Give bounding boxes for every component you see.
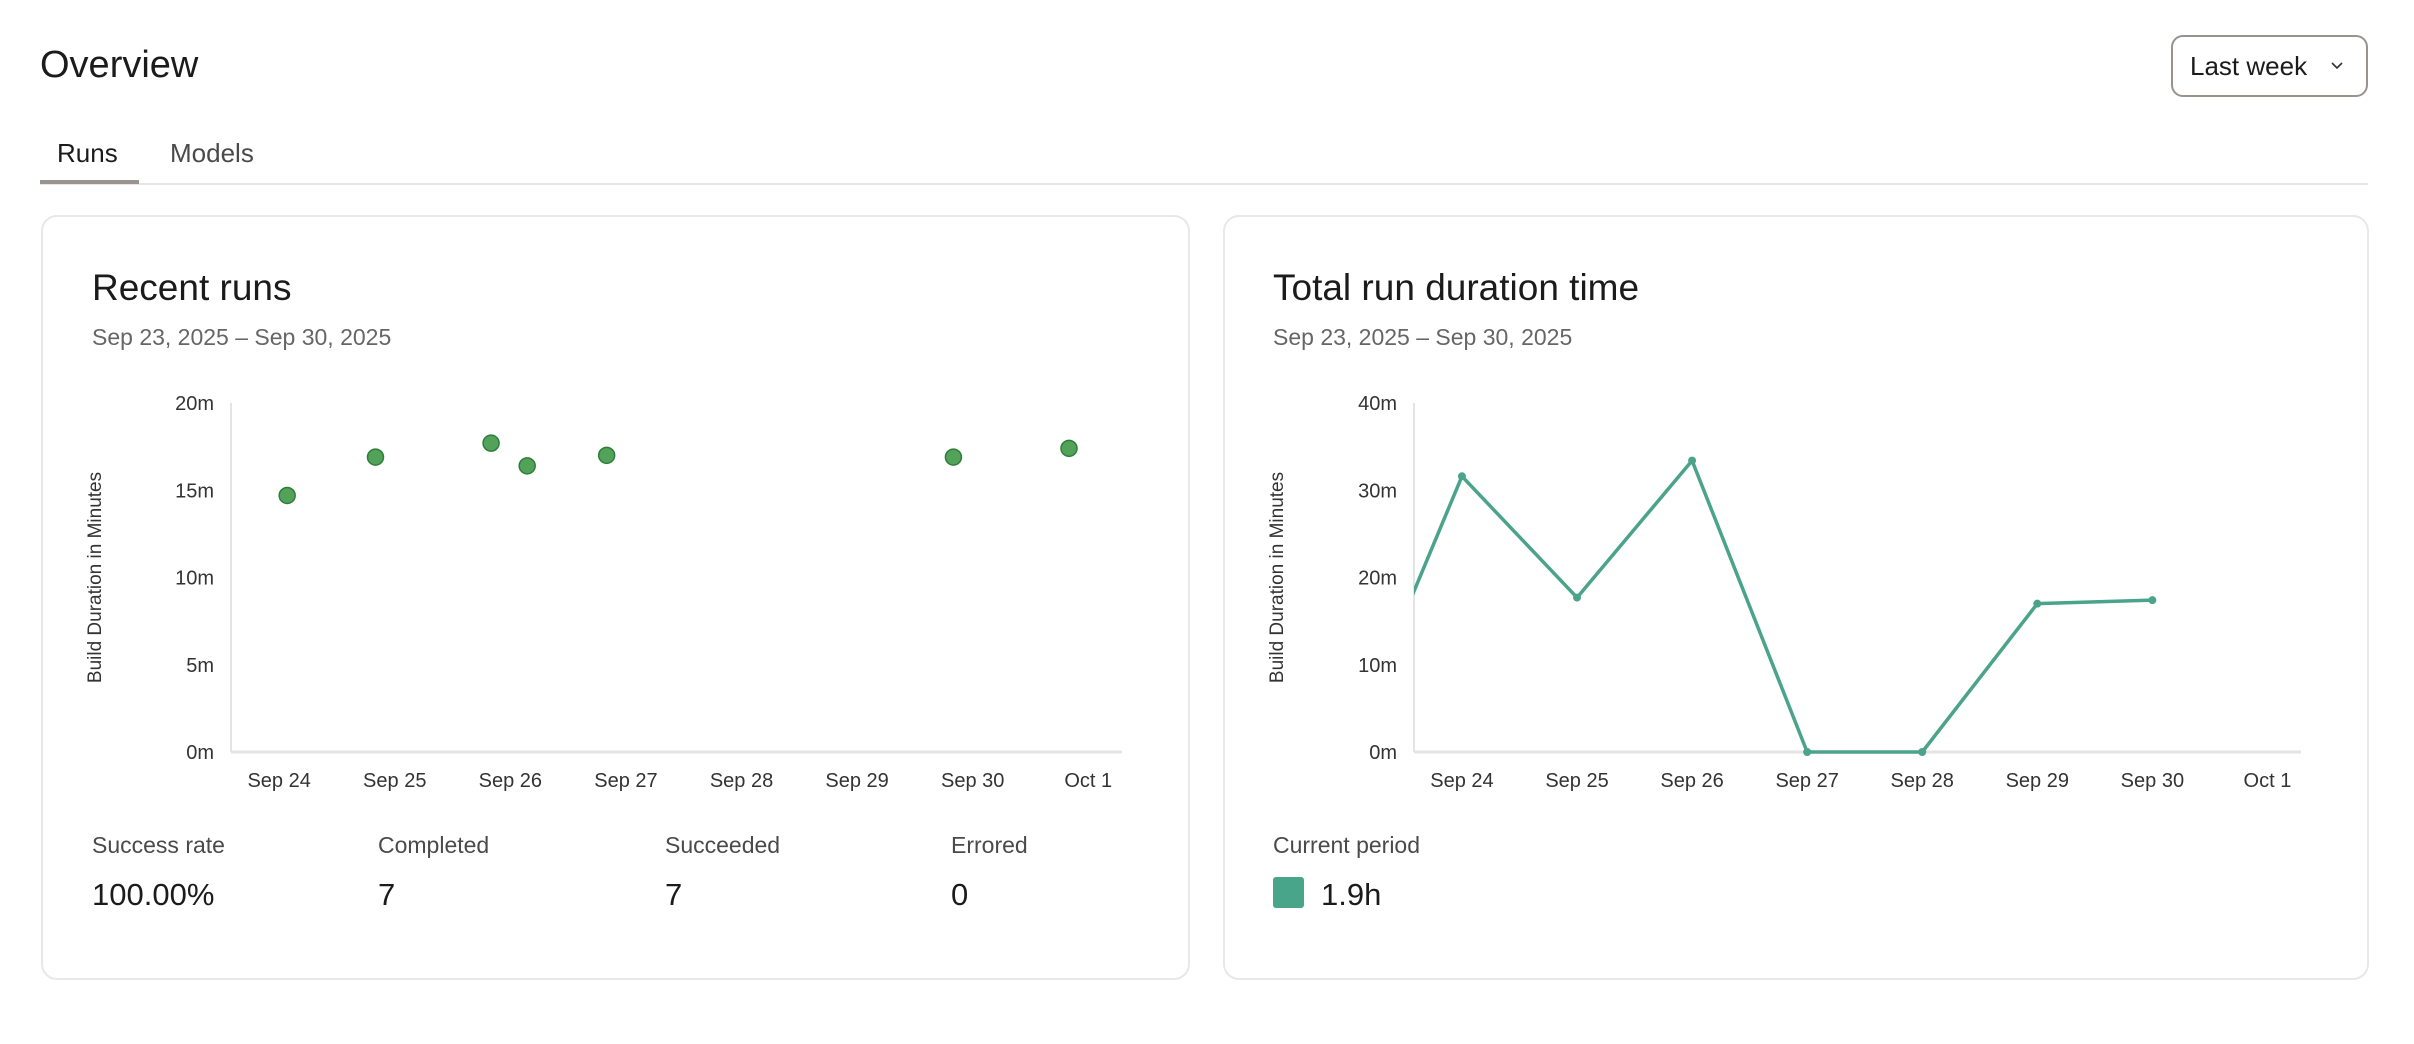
y-tick-label: 40m xyxy=(1358,393,1397,415)
legend-label: Current period xyxy=(1273,832,1421,858)
page-title: Overview xyxy=(40,44,199,86)
x-tick-label: Oct 1 xyxy=(2244,770,2292,792)
stat-value-success-rate: 100.00% xyxy=(92,877,215,912)
y-tick-label: 20m xyxy=(175,393,214,415)
scatter-point xyxy=(1060,439,1078,458)
x-tick-label: Sep 30 xyxy=(941,770,1004,792)
y-axis-title: Build Duration in Minutes xyxy=(1267,472,1288,683)
tab-runs[interactable]: Runs xyxy=(57,138,118,168)
y-tick-label: 10m xyxy=(1358,655,1397,677)
stat-label-completed: Completed xyxy=(378,832,490,858)
scatter-point xyxy=(366,448,385,466)
card-title: Total run duration time xyxy=(1273,267,1640,308)
stat-value-completed: 7 xyxy=(378,877,396,912)
y-tick-label: 20m xyxy=(1358,568,1397,590)
x-tick-label: Sep 25 xyxy=(363,770,426,792)
x-tick-label: Oct 1 xyxy=(1064,770,1112,792)
y-tick-label: 0m xyxy=(186,742,214,764)
scatter-point xyxy=(597,446,616,465)
card-date-range: Sep 23, 2025 – Sep 30, 2025 xyxy=(1273,324,1573,350)
series-point xyxy=(1803,748,1812,756)
y-tick-label: 10m xyxy=(175,568,214,590)
scatter-point xyxy=(278,486,296,505)
total-duration-line-chart: 0m 10m 20m 30m 40m Sep 24 Sep 25 Sep 26 Sep 27 Se… xyxy=(1267,393,2301,792)
total-run-duration-card: Total run duration time Sep 23, 2025 – S… xyxy=(1223,215,2369,980)
tab-models[interactable]: Models xyxy=(170,138,254,168)
series-point xyxy=(1918,748,1927,756)
x-tick-label: Sep 27 xyxy=(1775,770,1838,792)
legend-value: 1.9h xyxy=(1321,877,1382,912)
x-tick-label: Sep 26 xyxy=(1660,770,1723,792)
stat-label-success-rate: Success rate xyxy=(92,832,225,858)
date-range-select[interactable]: Last week xyxy=(2171,35,2368,97)
x-tick-label: Sep 28 xyxy=(1891,770,1954,792)
card-date-range: Sep 23, 2025 – Sep 30, 2025 xyxy=(92,324,392,350)
stat-value-succeeded: 7 xyxy=(665,877,683,912)
y-tick-label: 5m xyxy=(186,655,214,677)
x-tick-label: Sep 26 xyxy=(479,770,542,792)
x-tick-label: Sep 24 xyxy=(1430,770,1493,792)
scatter-point xyxy=(482,434,500,452)
series-point xyxy=(2148,596,2157,605)
series-point xyxy=(1573,593,1582,602)
series-point xyxy=(2033,599,2042,608)
recent-runs-scatter-chart: 0m 5m 10m 15m 20m Sep 24 Sep 25 Sep 26 Sep 27 Sep… xyxy=(85,393,1122,792)
x-tick-label: Sep 29 xyxy=(825,770,888,792)
y-tick-label: 0m xyxy=(1369,742,1397,764)
scatter-point xyxy=(518,457,536,475)
x-tick-label: Sep 25 xyxy=(1545,770,1608,792)
x-tick-label: Sep 29 xyxy=(2006,770,2069,792)
series-point xyxy=(1688,456,1697,465)
y-tick-label: 15m xyxy=(175,480,214,502)
y-tick-label: 30m xyxy=(1358,480,1397,502)
date-range-value: Last week xyxy=(2190,50,2308,81)
tabs-divider xyxy=(40,183,2368,185)
series-point xyxy=(1457,472,1466,481)
active-tab-indicator xyxy=(40,180,139,184)
x-tick-label: Sep 30 xyxy=(2121,770,2184,792)
chevron-down-icon xyxy=(2331,62,2343,70)
stat-label-errored: Errored xyxy=(951,832,1028,858)
legend-swatch xyxy=(1273,877,1304,908)
x-tick-label: Sep 24 xyxy=(247,770,310,792)
series-line xyxy=(1414,458,2153,754)
x-tick-label: Sep 28 xyxy=(710,770,773,792)
scatter-point xyxy=(944,448,963,466)
stat-label-succeeded: Succeeded xyxy=(665,832,781,858)
recent-runs-card: Recent runs Sep 23, 2025 – Sep 30, 2025 … xyxy=(41,215,1190,980)
x-tick-label: Sep 27 xyxy=(594,770,657,792)
y-axis-title: Build Duration in Minutes xyxy=(85,472,106,683)
stat-value-errored: 0 xyxy=(951,877,969,912)
card-title: Recent runs xyxy=(92,267,292,308)
